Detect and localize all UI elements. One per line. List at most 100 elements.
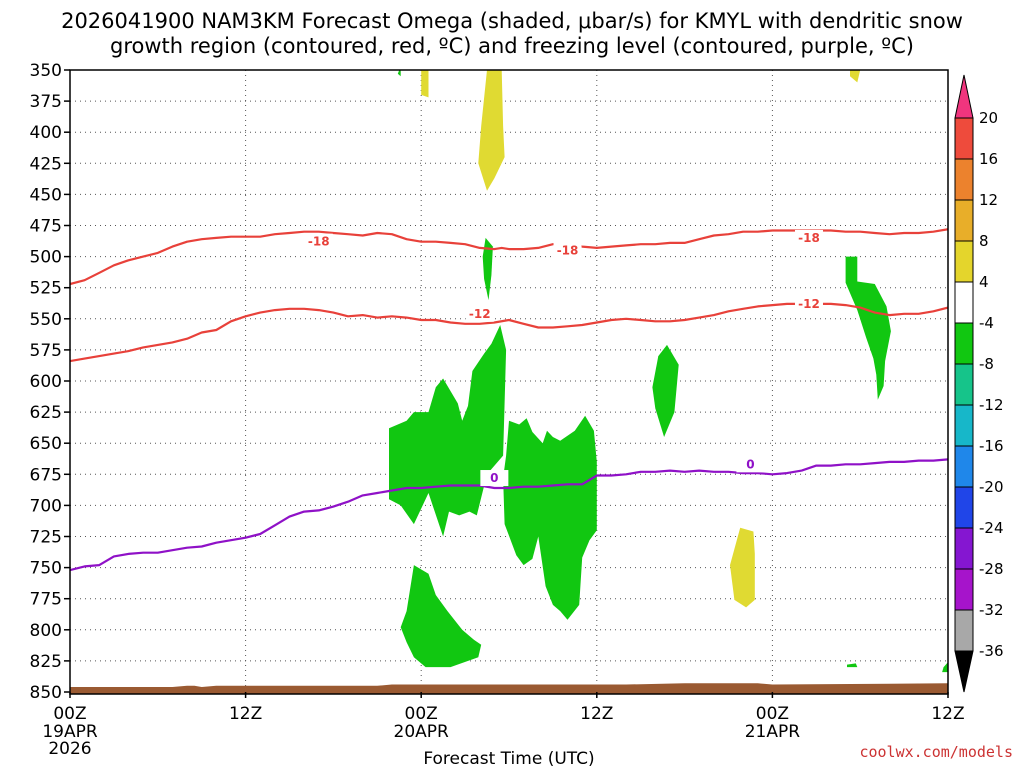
colorbar-label: -32: [979, 601, 1004, 619]
colorbar-segment: [954, 117, 974, 160]
omega-region-negative: [652, 344, 679, 437]
x-axis-label: Forecast Time (UTC): [423, 749, 594, 768]
y-tick-label: 750: [30, 559, 62, 579]
contour-labels: -18 -18 -18 -12 -12 0 0: [304, 229, 823, 487]
x-tick-date: 19APR: [42, 722, 98, 742]
y-tick-label: 375: [30, 92, 62, 112]
colorbar-segment: [954, 609, 974, 652]
chart-title-line2: growth region (contoured, red, ºC) and f…: [110, 34, 914, 58]
x-tick-year: 2026: [48, 739, 91, 759]
plot-frame: [69, 69, 949, 695]
terrain-layer: [70, 683, 948, 694]
omega-region-negative: [400, 565, 482, 668]
y-tick-label: 450: [30, 185, 62, 205]
colorbar-label: -20: [979, 478, 1004, 496]
y-tick-label: 600: [30, 372, 62, 392]
omega-region-negative: [845, 256, 891, 400]
colorbar-label: -12: [979, 396, 1004, 414]
y-tick-label: 550: [30, 310, 62, 330]
y-tick-label: 625: [30, 403, 62, 423]
colorbar-label: 8: [979, 232, 989, 250]
x-tick-label: 12Z: [229, 704, 262, 724]
omega-region-negative: [482, 237, 493, 301]
x-tick-date: 21APR: [745, 722, 801, 742]
y-tick-label: 850: [30, 683, 62, 703]
x-tick-label: 00Z: [405, 704, 438, 724]
omega-region-positive: [421, 70, 429, 98]
contour-line: [70, 458, 948, 572]
contour-label-bg: [480, 470, 509, 487]
y-tick-label: 675: [30, 465, 62, 485]
contour-label-bg: [794, 229, 823, 246]
y-tick-label: 700: [30, 496, 62, 516]
x-tick-label: 00Z: [756, 704, 789, 724]
contour-label: 0: [746, 457, 754, 471]
omega-region-positive: [478, 70, 505, 191]
y-tick-label: 425: [30, 154, 62, 174]
x-tick-date: 20APR: [394, 722, 450, 742]
colorbar-label: 12: [979, 191, 998, 209]
colorbar-label: -16: [979, 437, 1004, 455]
x-tick-label: 00Z: [53, 704, 86, 724]
colorbar-segment: [954, 445, 974, 488]
y-tick-label: 500: [30, 248, 62, 268]
omega-shading: [389, 70, 948, 673]
colorbar-segment: [954, 199, 974, 242]
omega-region-positive: [730, 527, 755, 608]
colorbar-top-triangle: [954, 74, 974, 119]
colorbar-label: -28: [979, 560, 1004, 578]
omega-region-negative: [847, 663, 858, 668]
omega-region-negative: [389, 325, 507, 537]
contour-label: -18: [798, 231, 820, 245]
omega-region-negative: [503, 415, 597, 620]
colorbar: 20 16 12 8 4 -4 -8 -12 -16 -20 -24 -28 -32 -36: [954, 74, 1004, 693]
contour-label-bg: [553, 242, 582, 259]
contour-label: 0: [490, 471, 498, 485]
contour-label-bg: [736, 456, 765, 473]
contour-label: -12: [798, 297, 820, 311]
colorbar-label: 4: [979, 273, 989, 291]
chart-title-line1: 2026041900 NAM3KM Forecast Omega (shaded…: [61, 9, 963, 33]
colorbar-segment: [954, 404, 974, 447]
colorbar-label: -4: [979, 314, 994, 332]
contour-label-bg: [465, 305, 494, 322]
contour-label: -18: [308, 235, 330, 249]
y-tick-label: 350: [30, 61, 62, 81]
x-tick-label: 12Z: [580, 704, 613, 724]
omega-region-positive: [850, 70, 861, 83]
y-tick-label: 800: [30, 621, 62, 641]
colorbar-label: -8: [979, 355, 994, 373]
colorbar-label: -24: [979, 519, 1004, 537]
colorbar-segment: [954, 240, 974, 283]
colorbar-bottom-triangle: [954, 650, 974, 693]
colorbar-segment: [954, 527, 974, 570]
y-tick-label: 400: [30, 123, 62, 143]
credit-text: coolwx.com/models: [859, 743, 1013, 761]
x-tick-label: 12Z: [931, 704, 964, 724]
colorbar-segment: [954, 322, 974, 365]
omega-region-negative: [397, 70, 401, 77]
y-tick-label: 825: [30, 652, 62, 672]
y-tick-label: 725: [30, 528, 62, 548]
colorbar-segment: [954, 568, 974, 611]
colorbar-label: 16: [979, 150, 998, 168]
y-tick-label: 575: [30, 341, 62, 361]
contour-label: -18: [557, 243, 579, 257]
colorbar-label: 20: [979, 109, 998, 127]
y-tick-label: 775: [30, 590, 62, 610]
omega-region-negative: [942, 662, 948, 673]
contour-label-bg: [304, 233, 333, 250]
contour-line: [70, 302, 948, 363]
y-tick-label: 475: [30, 217, 62, 237]
y-tick-label: 650: [30, 434, 62, 454]
colorbar-segment: [954, 158, 974, 201]
colorbar-segment: [954, 486, 974, 529]
colorbar-segment: [954, 363, 974, 406]
colorbar-segment: [954, 281, 974, 324]
colorbar-label: -36: [979, 642, 1004, 660]
contour-label-bg: [794, 295, 823, 312]
contour-label: -12: [469, 307, 491, 321]
y-axis-ticks: 350 375 400 425 450 475 500 525 550 575 600 625 650 6…: [30, 61, 70, 703]
